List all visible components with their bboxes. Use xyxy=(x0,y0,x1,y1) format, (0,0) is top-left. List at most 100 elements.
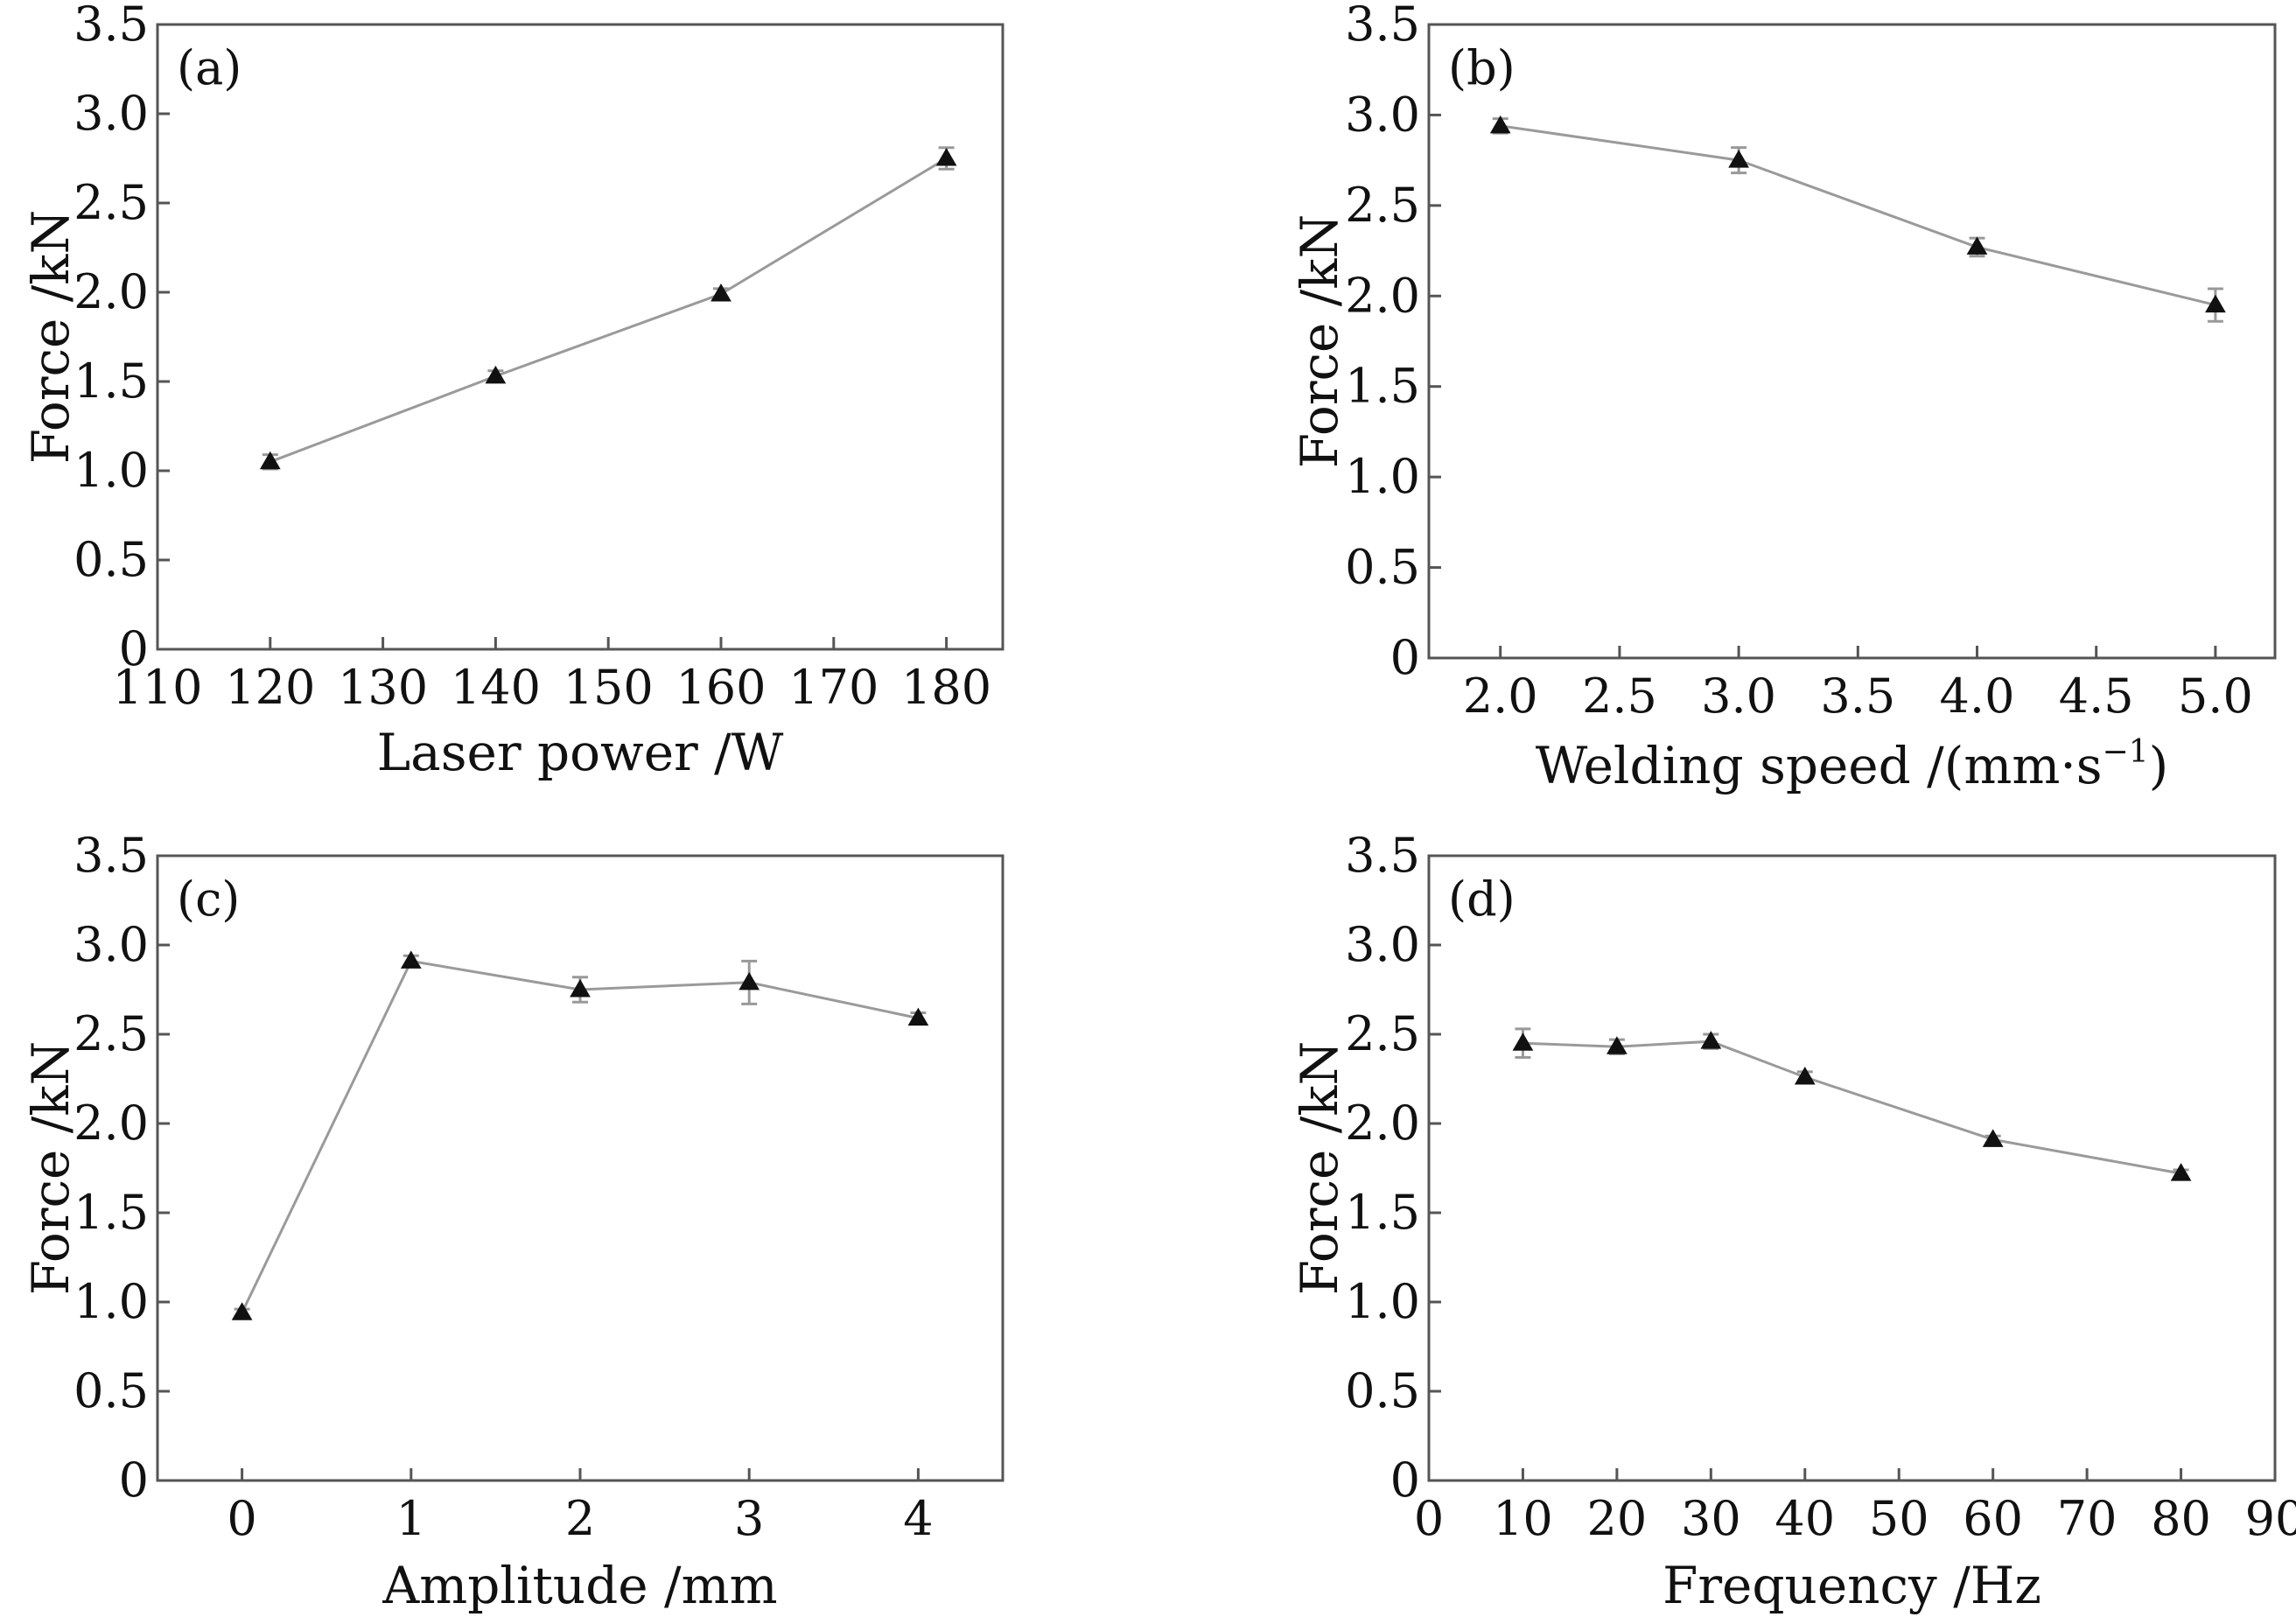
x-tick-label: 180 xyxy=(901,660,991,715)
x-tick-label: 2.0 xyxy=(1463,668,1538,724)
y-tick-label: 2.5 xyxy=(1345,178,1420,233)
data-point-triangle xyxy=(1982,1129,2004,1147)
y-tick-label: 1.5 xyxy=(74,354,149,409)
data-point-triangle xyxy=(710,284,732,302)
x-axis-title: Frequency /Hz xyxy=(1662,1556,2041,1615)
y-axis-title: Force /kN xyxy=(1290,214,1349,468)
y-tick-label: 2.0 xyxy=(1345,1096,1420,1151)
y-tick-label: 2.0 xyxy=(1345,268,1420,323)
plot-frame xyxy=(156,23,1004,651)
data-point-triangle xyxy=(1794,1066,1816,1085)
y-tick-label: 0.5 xyxy=(74,532,149,587)
data-point-triangle xyxy=(935,148,957,166)
series-line xyxy=(241,959,919,1313)
data-point-triangle xyxy=(1728,150,1749,168)
y-tick-label: 3.0 xyxy=(74,86,149,141)
y-tick-label: 1.5 xyxy=(74,1185,149,1240)
x-tick-label: 130 xyxy=(338,660,428,715)
x-tick-label: 2 xyxy=(565,1491,595,1546)
plot-frame xyxy=(1427,23,2277,660)
data-point-triangle xyxy=(1966,236,1988,255)
x-tick-label: 0 xyxy=(1414,1491,1444,1546)
x-tick-label: 120 xyxy=(225,660,315,715)
x-tick-label: 150 xyxy=(564,660,654,715)
data-point-triangle xyxy=(1606,1036,1628,1054)
y-tick-label: 2.5 xyxy=(74,1006,149,1061)
data-point-triangle xyxy=(1489,115,1511,134)
x-axis-title: Welding speed /(mm·s−1) xyxy=(1536,734,2169,795)
y-tick-label: 0 xyxy=(119,621,149,676)
y-tick-label: 3.5 xyxy=(74,0,149,52)
panel-label: (c) xyxy=(177,872,240,927)
data-point-triangle xyxy=(1512,1032,1534,1051)
y-tick-label: 2.0 xyxy=(74,264,149,319)
data-point-triangle xyxy=(2170,1163,2192,1181)
x-tick-label: 170 xyxy=(788,660,878,715)
y-tick-label: 3.5 xyxy=(74,828,149,883)
x-tick-label: 4 xyxy=(903,1491,933,1546)
y-tick-label: 1.5 xyxy=(1345,1185,1420,1240)
x-tick-label: 140 xyxy=(451,660,541,715)
x-axis-title: Laser power /W xyxy=(377,723,784,782)
y-tick-label: 0 xyxy=(119,1452,149,1508)
x-tick-label: 40 xyxy=(1774,1491,1835,1546)
y-tick-label: 3.5 xyxy=(1345,0,1420,52)
x-axis-title-text: Laser power /W xyxy=(377,723,784,782)
data-point-triangle xyxy=(400,950,422,969)
y-tick-label: 3.0 xyxy=(1345,87,1420,142)
y-tick-label: 3.0 xyxy=(1345,917,1420,972)
x-tick-label: 2.5 xyxy=(1582,668,1657,724)
x-tick-label: 30 xyxy=(1681,1491,1741,1546)
y-tick-label: 1.0 xyxy=(74,443,149,498)
x-tick-label: 0 xyxy=(227,1491,256,1546)
panel-label: (d) xyxy=(1448,872,1516,927)
y-tick-label: 0.5 xyxy=(74,1363,149,1418)
data-point-triangle xyxy=(259,451,281,470)
plot-frame xyxy=(156,854,1004,1482)
chart-panel-c: 0 0.5 1.0 1.5 2.0 2.5 3.0 3.5 0 1 2 3 4 (c) Amplitude … xyxy=(21,828,1004,1615)
data-point-triangle xyxy=(485,365,507,384)
y-tick-label: 0.5 xyxy=(1345,1363,1420,1418)
data-point-triangle xyxy=(570,979,591,998)
data-point-triangle xyxy=(2205,294,2226,313)
y-tick-label: 1.0 xyxy=(74,1274,149,1329)
x-tick-label: 4.0 xyxy=(1940,668,2015,724)
data-point-triangle xyxy=(738,971,760,990)
series-line xyxy=(270,157,948,464)
y-tick-label: 3.0 xyxy=(74,917,149,972)
data-point-triangle xyxy=(1700,1031,1722,1049)
x-tick-label: 160 xyxy=(676,660,766,715)
plot-frame xyxy=(1427,854,2277,1482)
x-tick-label: 3.5 xyxy=(1820,668,1895,724)
x-axis-title-end: ) xyxy=(2149,736,2169,795)
x-tick-label: 20 xyxy=(1587,1491,1648,1546)
y-axis-title: Force /kN xyxy=(21,210,80,464)
x-axis-title: Amplitude /mm xyxy=(382,1556,777,1615)
x-tick-label: 110 xyxy=(112,660,202,715)
chart-panel-a: 0 0.5 1.0 1.5 2.0 2.5 3.0 3.5 110 120 130 140 150 160… xyxy=(21,0,1004,782)
x-axis-title-text: Welding speed /(mm·s xyxy=(1536,736,2103,795)
y-tick-label: 2.5 xyxy=(74,175,149,230)
chart-panel-b: 0 0.5 1.0 1.5 2.0 2.5 3.0 3.5 2.0 2.5 3.0 3.5 4.0 4.5… xyxy=(1290,0,2277,795)
y-axis-title: Force /kN xyxy=(21,1041,80,1295)
x-tick-label: 60 xyxy=(1963,1491,2023,1546)
panel-label: (b) xyxy=(1448,40,1516,95)
y-tick-label: 2.5 xyxy=(1345,1006,1420,1061)
y-tick-label: 0 xyxy=(1390,1452,1420,1508)
data-point-triangle xyxy=(231,1302,253,1320)
x-tick-label: 3 xyxy=(734,1491,764,1546)
x-tick-label: 1 xyxy=(396,1491,426,1546)
x-tick-label: 70 xyxy=(2057,1491,2118,1546)
x-tick-label: 4.5 xyxy=(2059,668,2134,724)
y-tick-label: 0.5 xyxy=(1345,540,1420,595)
series-line xyxy=(1500,124,2216,307)
y-axis-title: Force /kN xyxy=(1290,1041,1349,1295)
y-tick-label: 3.5 xyxy=(1345,828,1420,883)
y-tick-label: 1.5 xyxy=(1345,359,1420,414)
x-axis-title-text: Frequency /Hz xyxy=(1662,1556,2041,1615)
y-tick-label: 1.0 xyxy=(1345,1274,1420,1329)
panel-label: (a) xyxy=(177,40,242,95)
y-tick-label: 2.0 xyxy=(74,1096,149,1151)
x-tick-label: 10 xyxy=(1493,1491,1553,1546)
